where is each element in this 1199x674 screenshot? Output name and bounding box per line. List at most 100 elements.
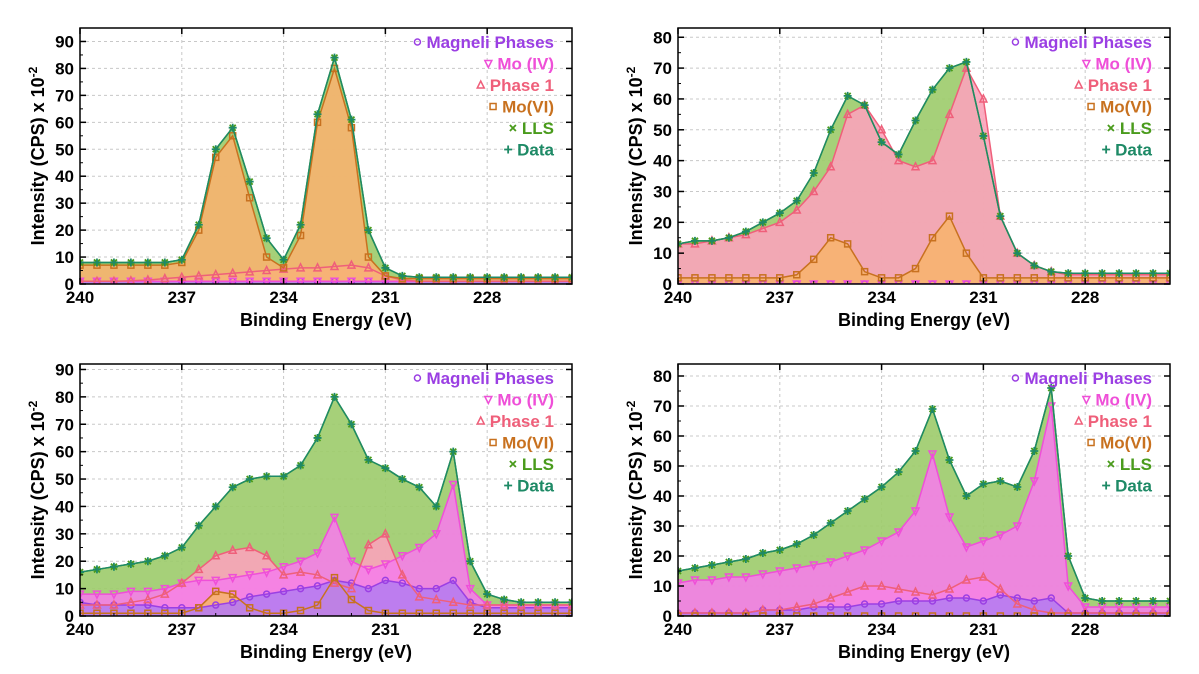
point-mo-vi-	[347, 595, 356, 604]
legend-marker-data	[504, 145, 513, 154]
point-data	[364, 455, 373, 464]
point-lls	[568, 273, 572, 281]
point-data	[1166, 597, 1170, 605]
point-phase-1	[211, 268, 221, 279]
legend: Magneli Phases Mo (IV) Phase 1 Mo(VI) LLS Dat…	[1011, 33, 1153, 160]
point-mo-iv-	[363, 277, 374, 284]
point-mo-vi-	[364, 253, 373, 261]
y-tick-label: 0	[65, 607, 74, 626]
point-data	[398, 475, 407, 484]
point-data	[690, 564, 699, 572]
point-mo-iv-	[707, 576, 717, 586]
plot-frame	[677, 27, 1171, 285]
point-mo-iv-	[295, 557, 306, 567]
point-mo-vi-	[911, 264, 920, 273]
point-phase-1	[414, 591, 425, 601]
point-mo-vi-	[809, 255, 818, 264]
plot-frame	[79, 363, 573, 617]
point-mo-vi-	[996, 612, 1005, 616]
x-tick-label: 237	[168, 620, 196, 639]
point-mo-vi-	[742, 274, 750, 282]
y-tick-label: 20	[653, 213, 672, 232]
point-magneli-phases	[296, 584, 305, 593]
point-data	[534, 273, 543, 282]
point-magneli-phases	[449, 576, 457, 585]
point-data	[92, 565, 101, 574]
point-mo-vi-	[313, 601, 322, 609]
point-mo-vi-	[1098, 612, 1106, 616]
point-data	[313, 433, 322, 442]
point-data	[517, 598, 526, 607]
point-phase-1	[533, 275, 543, 284]
point-mo-vi-	[432, 609, 441, 616]
x-tick-label: 240	[66, 288, 94, 307]
point-data	[500, 273, 509, 282]
legend-marker-mo-iv-	[1081, 395, 1092, 406]
point-phase-1	[312, 569, 323, 579]
point-magneli-phases	[381, 576, 390, 585]
point-magneli-phases	[1047, 594, 1055, 602]
point-phase-1	[295, 566, 306, 576]
point-mo-vi-	[1064, 612, 1072, 616]
point-data	[534, 598, 543, 607]
y-tick-label: 10	[55, 580, 74, 599]
point-data	[894, 468, 903, 476]
point-data	[245, 475, 254, 484]
point-mo-vi-	[793, 612, 801, 616]
y-tick-label: 20	[55, 552, 74, 571]
point-data	[126, 258, 135, 267]
point-phase-1	[842, 586, 853, 596]
y-tick-label: 40	[55, 167, 74, 186]
point-mo-iv-	[792, 280, 802, 284]
point-mo-iv-	[143, 587, 153, 598]
x-tick-label: 231	[371, 620, 399, 639]
legend-marker-lls	[1107, 124, 1115, 132]
point-phase-1	[380, 528, 391, 538]
point-magneli-phases	[877, 600, 886, 608]
point-mo-vi-	[1013, 274, 1022, 282]
y-tick-label: 20	[653, 547, 672, 566]
point-phase-1	[295, 262, 306, 272]
legend-label-phase-1: Phase 1	[1088, 76, 1152, 95]
point-data	[347, 420, 356, 429]
point-phase-1	[978, 93, 989, 103]
series-lines	[80, 392, 572, 616]
point-mo-iv-	[227, 277, 238, 284]
legend-marker-phase-1	[1074, 415, 1084, 425]
point-phase-1	[80, 599, 85, 609]
point-data	[160, 258, 169, 267]
y-tick-label: 0	[65, 275, 74, 294]
point-mo-iv-	[244, 571, 255, 581]
point-data	[877, 138, 886, 147]
point-data	[449, 447, 458, 456]
point-mo-vi-	[245, 604, 254, 612]
point-phase-1	[432, 275, 441, 284]
point-mo-vi-	[826, 612, 835, 616]
point-phase-1	[482, 599, 492, 609]
point-magneli-phases	[826, 603, 835, 611]
point-mo-iv-	[1012, 522, 1023, 532]
legend-label-lls: LLS	[522, 119, 554, 138]
point-mo-vi-	[534, 609, 542, 616]
point-data	[228, 123, 237, 132]
legend-marker-lls	[509, 124, 517, 132]
legend-label-lls: LLS	[522, 455, 554, 474]
legend-marker-magneli-phases	[413, 38, 422, 46]
point-phase-1	[792, 601, 802, 611]
point-magneli-phases	[398, 579, 407, 587]
y-tick-label: 50	[55, 140, 74, 159]
point-phase-1	[80, 275, 85, 284]
point-mo-iv-	[194, 576, 204, 587]
point-mo-vi-	[449, 609, 457, 616]
y-tick-label: 60	[653, 427, 672, 446]
point-data	[979, 131, 988, 140]
point-mo-iv-	[944, 513, 955, 523]
point-mo-vi-	[928, 612, 937, 616]
point-data	[678, 239, 682, 248]
point-mo-vi-	[110, 609, 118, 616]
x-axis-label: Binding Energy (eV)	[240, 310, 412, 330]
point-mo-vi-	[860, 612, 869, 616]
point-phase-1	[825, 592, 836, 602]
point-data	[996, 212, 1005, 221]
legend-label-data: Data	[1115, 141, 1152, 160]
